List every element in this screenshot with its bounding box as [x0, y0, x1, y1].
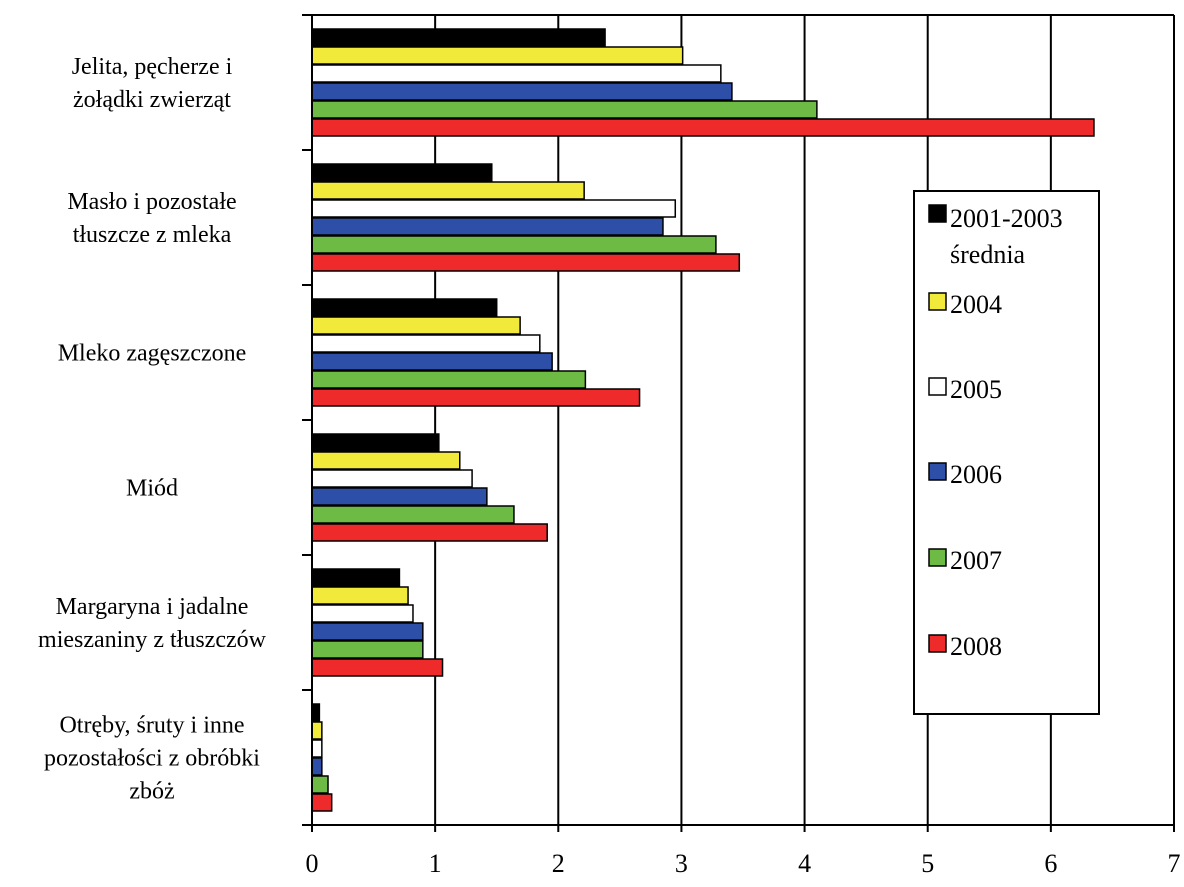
bar-cat1-series1	[311, 181, 585, 200]
bar-cat2-series1	[311, 316, 521, 335]
bar-cat0-series0	[311, 28, 606, 47]
legend-label-3-line-0: 2006	[950, 460, 1002, 489]
bar-cat2-series2	[311, 334, 541, 353]
bar-cat5-series5	[311, 793, 333, 812]
bar-cat3-series0	[311, 433, 440, 452]
legend-label-0-line-1: średnia	[950, 240, 1026, 269]
bar-cat0-series2	[311, 64, 722, 83]
category-label-0-line-1: żołądki zwierząt	[73, 87, 231, 113]
category-label-2-line-0: Mleko zagęszczone	[58, 341, 247, 367]
bar-cat3-series4	[311, 505, 515, 524]
axes	[302, 14, 1175, 832]
category-labels: Jelita, pęcherze i żołądki zwierząt Masło …	[38, 54, 267, 805]
bar-cat4-series5	[311, 658, 444, 677]
bar-cat0-series4	[311, 100, 818, 119]
x-tick-label-4: 4	[798, 849, 811, 878]
bar-cat5-series1	[311, 721, 323, 740]
bars	[311, 28, 1095, 812]
category-label-5-line-2: zbóż	[129, 779, 174, 805]
bar-cat2-series0	[311, 298, 498, 317]
legend-label-5-line-0: 2008	[950, 632, 1002, 661]
bar-cat1-series2	[311, 199, 677, 218]
bar-cat4-series3	[311, 622, 424, 641]
x-tick-label-1: 1	[429, 849, 442, 878]
bar-cat2-series4	[311, 370, 587, 389]
x-tick-label-2: 2	[552, 849, 565, 878]
category-label-4-line-1: mieszaniny z tłuszczów	[38, 627, 267, 653]
bar-cat5-series3	[311, 757, 323, 776]
category-label-5-line-0: Otręby, śruty i inne	[59, 713, 244, 739]
category-label-0-line-0: Jelita, pęcherze i	[72, 54, 233, 80]
bar-cat3-series1	[311, 451, 461, 470]
bar-cat0-series5	[311, 118, 1095, 137]
bar-cat4-series0	[311, 568, 401, 587]
bar-cat4-series2	[311, 604, 414, 623]
legend-box	[913, 190, 1100, 715]
category-label-1-line-1: tłuszcze z mleka	[73, 222, 232, 248]
bar-cat0-series3	[311, 82, 733, 101]
legend-swatch-2	[928, 377, 947, 396]
bar-cat0-series1	[311, 46, 684, 65]
legend-label-4-line-0: 2007	[950, 546, 1002, 575]
x-tick-label-6: 6	[1044, 849, 1057, 878]
category-label-3-line-0: Miód	[126, 476, 178, 502]
legend-swatch-1	[928, 292, 947, 311]
bar-cat4-series4	[311, 640, 424, 659]
legend-label-2-line-0: 2005	[950, 375, 1002, 404]
legend-label-1-line-0: 2004	[950, 290, 1002, 319]
x-tick-label-7: 7	[1168, 849, 1181, 878]
category-label-1-line-0: Masło i pozostałe	[67, 189, 236, 215]
bar-cat3-series3	[311, 487, 488, 506]
bar-cat1-series3	[311, 217, 664, 236]
legend-swatch-5	[928, 634, 947, 653]
bar-cat3-series2	[311, 469, 473, 488]
bar-cat5-series0	[311, 703, 321, 722]
category-label-5-line-1: pozostałości z obróbki	[44, 746, 260, 772]
legend: 2001-2003 średnia 2004 2005 2006 2007 2008	[913, 190, 1100, 715]
x-tick-label-0: 0	[306, 849, 319, 878]
bar-cat4-series1	[311, 586, 409, 605]
x-tick-label-3: 3	[675, 849, 688, 878]
bar-cat3-series5	[311, 523, 548, 542]
bar-cat1-series5	[311, 253, 741, 272]
bar-cat1-series4	[311, 235, 717, 254]
legend-swatch-4	[928, 548, 947, 567]
bar-cat1-series0	[311, 163, 493, 182]
legend-swatch-3	[928, 462, 947, 481]
bar-cat2-series3	[311, 352, 553, 371]
legend-swatch-0	[928, 204, 947, 223]
category-label-4-line-0: Margaryna i jadalne	[56, 594, 249, 620]
x-tick-labels: 0 1 2 3 4 5 6 7	[306, 849, 1181, 878]
bar-cat2-series5	[311, 388, 641, 407]
x-tick-label-5: 5	[921, 849, 934, 878]
bar-cat5-series4	[311, 775, 329, 794]
legend-label-0-line-0: 2001-2003	[950, 204, 1063, 233]
bar-cat5-series2	[311, 739, 323, 758]
